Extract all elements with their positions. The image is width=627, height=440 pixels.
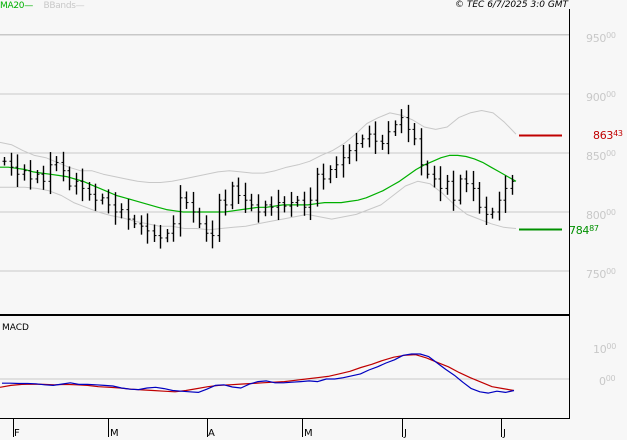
x-label-may: M — [304, 428, 313, 439]
legend-ma20-swatch: — — [24, 1, 33, 11]
legend-ma20: MA20 — [0, 1, 25, 11]
price-tick-800: 80000 — [586, 208, 616, 222]
x-label-apr: A — [208, 428, 215, 439]
price-tick-900: 90000 — [586, 90, 616, 104]
price-tick-950: 95000 — [586, 31, 616, 45]
legend-bbands-swatch: — — [75, 1, 85, 11]
support-level-label: 78487 — [569, 224, 599, 237]
x-label-jul: J — [503, 428, 506, 439]
resistance-level-label: 86343 — [593, 129, 623, 142]
macd-signal-line — [0, 354, 515, 393]
bbands-lower-line — [0, 180, 517, 231]
legend-bbands: BBands — [43, 1, 76, 11]
macd-tick-10: 1000 — [593, 342, 616, 356]
macd-tick-0: 000 — [599, 374, 616, 388]
bbands-upper-line — [0, 110, 517, 183]
x-label-jun: J — [404, 428, 407, 439]
price-tick-850: 85000 — [586, 149, 616, 163]
price-tick-750: 75000 — [586, 267, 616, 281]
x-label-feb: F — [14, 428, 20, 439]
macd-panel-title: MACD — [2, 323, 29, 333]
chart-legend: MA20— BBands— — [0, 0, 85, 12]
copyright-timestamp: © TEC 6/7/2025 3:0 GMT — [455, 0, 569, 10]
x-label-mar: M — [110, 428, 119, 439]
macd-line — [2, 353, 515, 394]
